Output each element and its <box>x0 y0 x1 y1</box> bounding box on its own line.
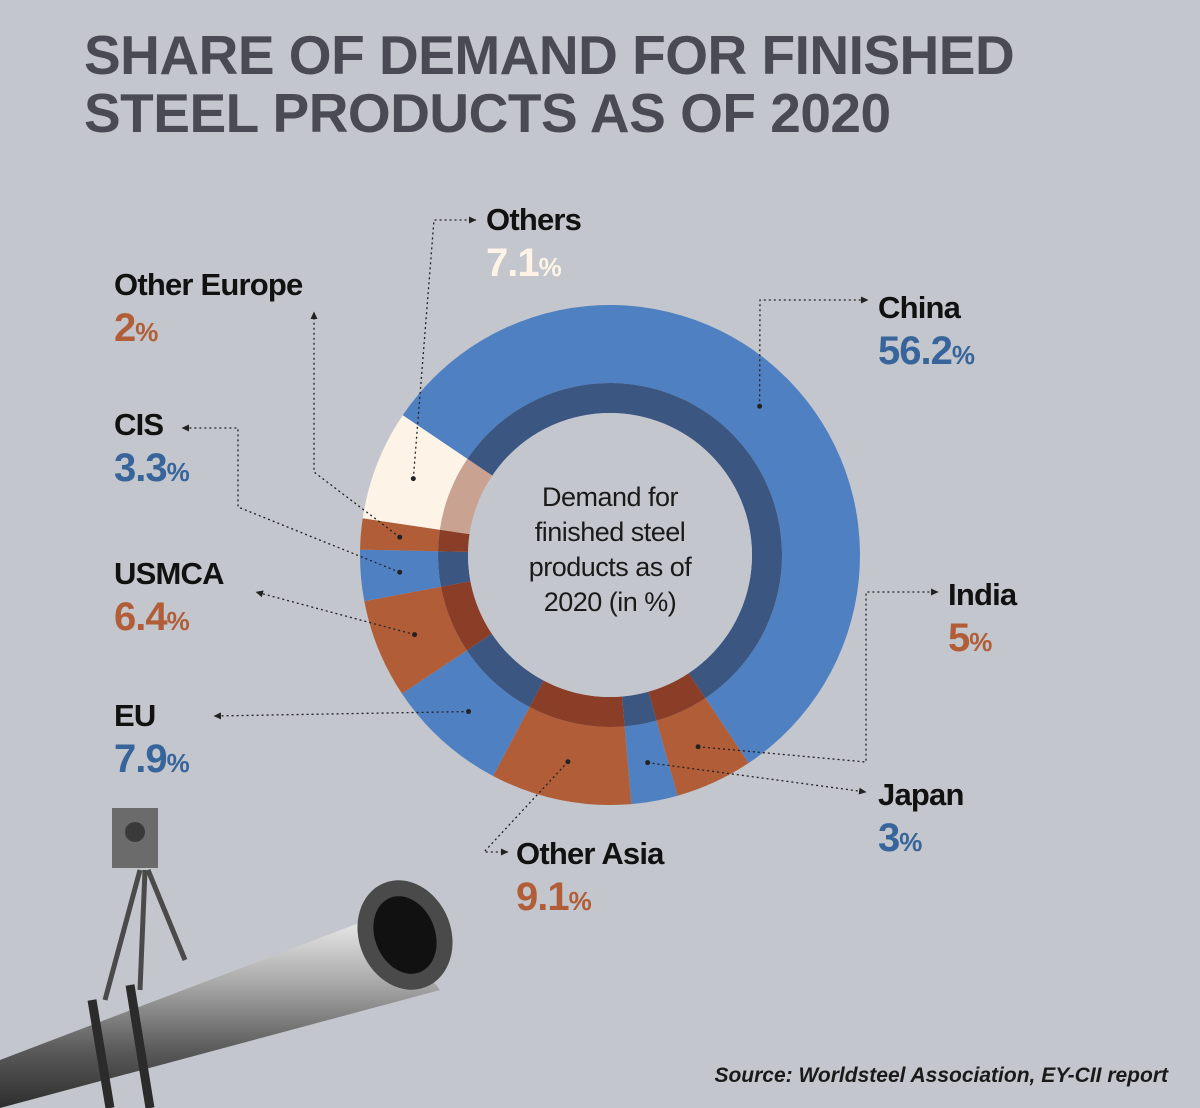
label-other-asia-value: 9.1% <box>516 875 592 919</box>
center-line-3: products as of <box>528 552 692 582</box>
leader-dot <box>397 569 403 575</box>
center-line-2: finished steel <box>534 517 686 547</box>
leader-others <box>412 216 477 479</box>
leader-japan <box>647 761 867 795</box>
label-other-europe-name: Other Europe <box>114 267 303 302</box>
slice-others <box>362 415 468 530</box>
title-line-2: STEEL PRODUCTS AS OF 2020 <box>84 82 891 144</box>
donut-center-label: Demand for finished steel products as of… <box>490 480 730 620</box>
title-line-1: SHARE OF DEMAND FOR FINISHED <box>84 24 1015 86</box>
slice-inner-usmca <box>440 581 492 651</box>
slice-eu <box>401 650 530 776</box>
slice-india <box>656 698 749 796</box>
leader-cis <box>181 424 400 573</box>
label-china-name: China <box>878 290 961 325</box>
label-india-value: 5% <box>948 616 992 660</box>
leader-dot <box>410 476 416 482</box>
label-others-value: 7.1% <box>486 241 562 285</box>
slice-inner-other-europe <box>438 529 470 552</box>
leader-dot <box>466 709 472 715</box>
label-china-value: 56.2% <box>878 329 975 373</box>
label-japan: Japan 3% <box>878 777 964 867</box>
steel-pipe-illustration <box>0 808 453 1108</box>
slice-other-asia <box>493 707 632 805</box>
leader-other-asia <box>482 761 569 856</box>
leader-other-europe <box>310 311 401 538</box>
leader-dot <box>757 403 763 409</box>
label-usmca: USMCA 6.4% <box>114 556 224 646</box>
slice-inner-cis <box>438 551 471 587</box>
slice-inner-others <box>439 458 493 535</box>
slice-inner-other-asia <box>529 680 625 728</box>
leader-lines <box>181 216 939 856</box>
slice-inner-india <box>648 673 706 721</box>
label-usmca-name: USMCA <box>114 556 224 591</box>
leader-dot <box>412 632 418 638</box>
slice-china <box>402 305 860 764</box>
source-note: Source: Worldsteel Association, EY-CII r… <box>714 1064 1168 1087</box>
slice-inner-eu <box>466 633 544 708</box>
leader-dot <box>645 760 651 766</box>
donut-hole <box>468 413 752 697</box>
label-japan-name: Japan <box>878 777 964 812</box>
leader-dot <box>565 759 571 765</box>
label-cis: CIS 3.3% <box>114 407 190 497</box>
center-line-4: 2020 (in %) <box>543 587 677 617</box>
label-other-asia: Other Asia 9.1% <box>516 836 664 926</box>
label-cis-value: 3.3% <box>114 446 190 490</box>
donut-outer-ring <box>360 305 860 805</box>
label-other-europe-value: 2% <box>114 306 158 350</box>
label-china: China 56.2% <box>878 290 975 380</box>
label-japan-value: 3% <box>878 816 922 860</box>
slice-japan <box>624 720 678 805</box>
label-cis-name: CIS <box>114 407 164 442</box>
slice-usmca <box>364 586 467 694</box>
label-other-asia-name: Other Asia <box>516 836 664 871</box>
label-eu-value: 7.9% <box>114 737 190 781</box>
page-title: SHARE OF DEMAND FOR FINISHED STEEL PRODU… <box>84 26 1164 142</box>
label-india: India 5% <box>948 577 1017 667</box>
label-usmca-value: 6.4% <box>114 595 190 639</box>
label-eu-name: EU <box>114 698 156 733</box>
slice-inner-japan <box>622 691 657 727</box>
label-other-europe: Other Europe 2% <box>114 267 303 357</box>
leader-china <box>758 296 869 407</box>
center-line-1: Demand for <box>541 482 679 512</box>
label-eu: EU 7.9% <box>114 698 190 788</box>
leader-dot <box>397 534 403 540</box>
label-india-name: India <box>948 577 1017 612</box>
donut-inner-ring <box>438 382 783 728</box>
leader-dot <box>695 744 701 750</box>
slice-cis <box>360 549 441 602</box>
label-others-name: Others <box>486 202 582 237</box>
leader-usmca <box>255 590 415 636</box>
label-others: Others 7.1% <box>486 202 582 292</box>
